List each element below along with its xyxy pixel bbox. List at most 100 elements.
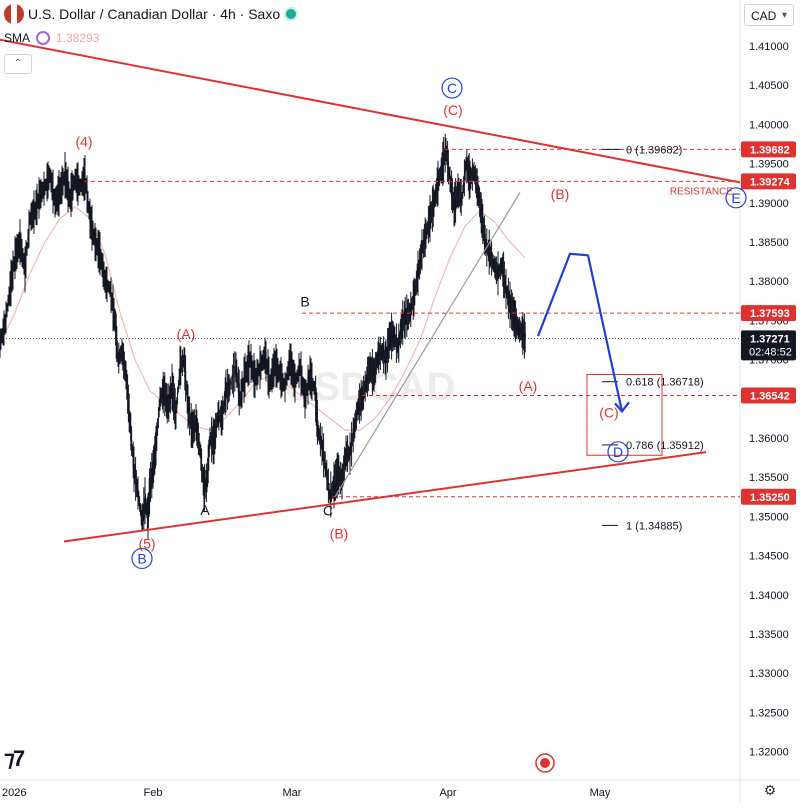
candle-body xyxy=(122,350,124,357)
indicator-row[interactable]: SMA 1.38293 xyxy=(4,31,99,45)
candle-body xyxy=(406,314,408,316)
candle-body xyxy=(90,219,92,230)
symbol-title[interactable]: U.S. Dollar / Canadian Dollar · 4h · Sax… xyxy=(28,6,281,22)
level-136542-tag xyxy=(741,387,796,404)
candle-body xyxy=(297,371,299,377)
candle-body xyxy=(350,445,352,451)
candle-body xyxy=(194,422,196,426)
candle-body xyxy=(363,395,365,400)
candle-body xyxy=(71,194,73,198)
candle-body xyxy=(86,185,88,193)
candle-body xyxy=(261,360,263,367)
candle-body xyxy=(311,377,313,388)
candle-body xyxy=(447,158,449,164)
candle-body xyxy=(425,232,427,241)
candle-body xyxy=(215,425,217,429)
projection-path[interactable] xyxy=(536,252,624,412)
candle-body xyxy=(522,327,524,330)
collapse-legend-button[interactable]: ⌃ xyxy=(4,54,32,74)
candle-body xyxy=(298,370,300,372)
candle-body xyxy=(219,415,221,417)
candle-body xyxy=(54,196,56,201)
x-tick-label: Feb xyxy=(144,787,163,799)
candle-body xyxy=(147,506,149,519)
candle-body xyxy=(363,387,365,391)
candle-body xyxy=(43,190,45,196)
target-zone-box[interactable] xyxy=(586,373,663,456)
candle-body xyxy=(258,367,260,370)
candle-body xyxy=(133,459,135,463)
fib-label-0.786: 0.786 (1.35912) xyxy=(626,440,704,452)
candle-body xyxy=(227,383,229,392)
candle-body xyxy=(190,415,192,423)
candle-body xyxy=(150,474,152,481)
candle-body xyxy=(435,190,437,200)
triangle-upper-line[interactable] xyxy=(0,38,741,184)
indicator-value: 1.38293 xyxy=(56,31,100,45)
candle-body xyxy=(9,292,11,295)
wave-label-C: C xyxy=(323,503,333,519)
candle-body xyxy=(372,369,374,377)
candle-body xyxy=(474,175,476,180)
indicator-settings-icon[interactable] xyxy=(36,31,51,45)
candle-body xyxy=(366,374,368,378)
candle-body xyxy=(198,441,200,444)
candle-body xyxy=(139,503,141,506)
candle-body xyxy=(516,324,518,331)
candle-body xyxy=(213,437,215,451)
candle-body xyxy=(449,173,451,183)
candle-body xyxy=(377,348,379,361)
candle-body xyxy=(12,273,14,275)
candle-body xyxy=(38,191,40,206)
candle-body xyxy=(156,437,158,439)
candle-body xyxy=(456,191,458,199)
candle-body xyxy=(185,370,187,389)
candle-body xyxy=(0,339,2,341)
candle-body xyxy=(57,187,59,195)
candle-body xyxy=(212,429,214,442)
gear-icon[interactable]: ⚙ xyxy=(763,782,777,798)
fib-label-0.618: 0.618 (1.36718) xyxy=(626,377,704,389)
candle-body xyxy=(385,355,387,369)
current-price-tag xyxy=(741,330,796,361)
candle-body xyxy=(139,506,141,509)
candle-body xyxy=(383,345,385,355)
candle-body xyxy=(292,367,294,377)
candle-body xyxy=(390,337,392,343)
candle-body xyxy=(131,448,133,452)
candle-body xyxy=(253,365,255,385)
candle-body xyxy=(493,262,495,265)
candle-body xyxy=(97,240,99,251)
candle-body xyxy=(152,472,154,476)
candle-body xyxy=(367,367,369,383)
candle-body xyxy=(471,172,473,174)
candle-body xyxy=(343,473,345,477)
indicator-name[interactable]: SMA xyxy=(4,31,31,45)
candle-body xyxy=(121,347,123,355)
gray-trendline[interactable] xyxy=(334,192,521,498)
candle-body xyxy=(478,193,480,199)
level-139274-tag xyxy=(741,173,796,190)
symbol-title-row[interactable]: U.S. Dollar / Canadian Dollar · 4h · Sax… xyxy=(4,4,299,24)
candle-body xyxy=(420,258,422,261)
candle-body xyxy=(59,184,61,197)
candle-body xyxy=(303,393,305,399)
currency-select[interactable]: CAD ▾ xyxy=(744,4,794,26)
candle-body xyxy=(463,182,465,189)
candle-body xyxy=(237,379,239,384)
candle-body xyxy=(439,172,441,176)
y-tick-label: 1.33500 xyxy=(749,629,789,641)
candle-body xyxy=(128,414,130,422)
candle-body xyxy=(511,301,513,306)
candle-body xyxy=(104,280,106,285)
candle-body xyxy=(151,466,153,469)
candle-body xyxy=(504,280,506,289)
candle-body xyxy=(173,410,175,412)
candle-body xyxy=(465,163,467,167)
candle-body xyxy=(215,423,217,427)
candle-body xyxy=(397,352,399,354)
candle-body xyxy=(302,382,304,385)
candle-body xyxy=(384,357,386,366)
event-marker-icon[interactable] xyxy=(535,753,555,773)
